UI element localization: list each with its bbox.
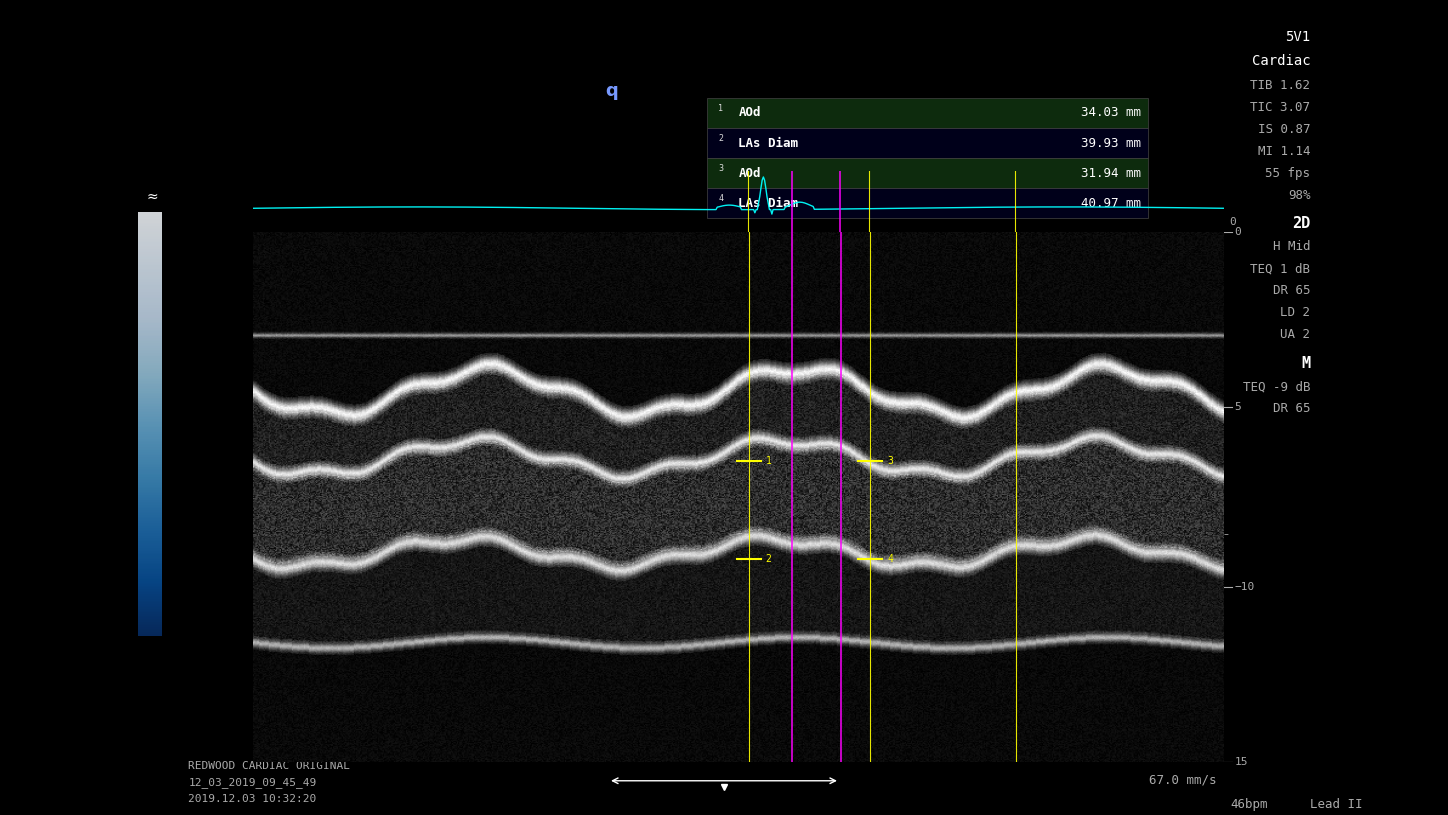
Text: 40.97 mm: 40.97 mm <box>1082 197 1141 209</box>
FancyBboxPatch shape <box>707 128 1148 158</box>
Text: 2: 2 <box>766 553 772 564</box>
Text: 0: 0 <box>1229 218 1237 227</box>
Text: 46bpm: 46bpm <box>1231 798 1268 811</box>
Text: 1: 1 <box>718 104 723 112</box>
Text: 5V1: 5V1 <box>1286 29 1310 44</box>
Text: TEQ -9 dB: TEQ -9 dB <box>1242 381 1310 394</box>
Text: LD 2: LD 2 <box>1280 306 1310 319</box>
Text: LAs Diam: LAs Diam <box>738 197 798 209</box>
Text: H Mid: H Mid <box>1273 240 1310 253</box>
Text: AOd: AOd <box>738 107 762 119</box>
Text: TIB 1.62: TIB 1.62 <box>1251 79 1310 92</box>
Text: 34.03 mm: 34.03 mm <box>1082 107 1141 119</box>
Text: 1: 1 <box>766 456 772 465</box>
Text: 15cm: 15cm <box>432 332 462 345</box>
Text: −10: −10 <box>1235 582 1255 593</box>
Text: 5: 5 <box>1235 402 1241 412</box>
Text: DR 65: DR 65 <box>1273 403 1310 416</box>
FancyBboxPatch shape <box>707 188 1148 218</box>
Text: TIC 3.07: TIC 3.07 <box>1251 101 1310 114</box>
Text: 15: 15 <box>1235 757 1248 767</box>
Text: DR 65: DR 65 <box>1273 284 1310 297</box>
Text: IS 0.87: IS 0.87 <box>1258 123 1310 136</box>
Text: ≈: ≈ <box>146 190 158 205</box>
Text: 98%: 98% <box>1287 189 1310 202</box>
FancyBboxPatch shape <box>707 98 1148 128</box>
Text: 3: 3 <box>888 456 893 465</box>
Text: 39.93 mm: 39.93 mm <box>1082 137 1141 149</box>
Text: 3: 3 <box>718 164 723 173</box>
Text: –: – <box>1224 529 1228 540</box>
Text: 0: 0 <box>1235 227 1241 237</box>
Text: LAs Diam: LAs Diam <box>738 137 798 149</box>
Text: 4: 4 <box>718 194 723 203</box>
Text: 12_03_2019_09_45_49: 12_03_2019_09_45_49 <box>188 777 317 788</box>
Text: AOd/LAs: AOd/LAs <box>738 258 791 270</box>
Text: AOd: AOd <box>738 167 762 179</box>
Text: MI 1.14: MI 1.14 <box>1258 145 1310 158</box>
Text: REDWOOD CARDIAC ORIGINAL: REDWOOD CARDIAC ORIGINAL <box>188 761 350 771</box>
Text: Lead II: Lead II <box>1310 798 1363 811</box>
Text: 0.78: 0.78 <box>1111 258 1141 270</box>
Text: TEQ 1 dB: TEQ 1 dB <box>1251 262 1310 275</box>
Text: 4: 4 <box>888 553 893 564</box>
Text: 31.94 mm: 31.94 mm <box>1082 167 1141 179</box>
Text: 2019.12.03 10:32:20: 2019.12.03 10:32:20 <box>188 794 317 804</box>
Text: 2: 2 <box>718 134 723 143</box>
Text: Cardiac: Cardiac <box>1253 54 1310 68</box>
FancyBboxPatch shape <box>707 249 1148 279</box>
FancyBboxPatch shape <box>707 158 1148 188</box>
Text: UA 2: UA 2 <box>1280 328 1310 341</box>
Text: 67.0 mm/s: 67.0 mm/s <box>1148 773 1216 786</box>
Text: 2D: 2D <box>1292 216 1310 231</box>
Text: M: M <box>1302 356 1310 372</box>
Text: 55 fps: 55 fps <box>1266 167 1310 180</box>
Text: q: q <box>605 82 618 100</box>
